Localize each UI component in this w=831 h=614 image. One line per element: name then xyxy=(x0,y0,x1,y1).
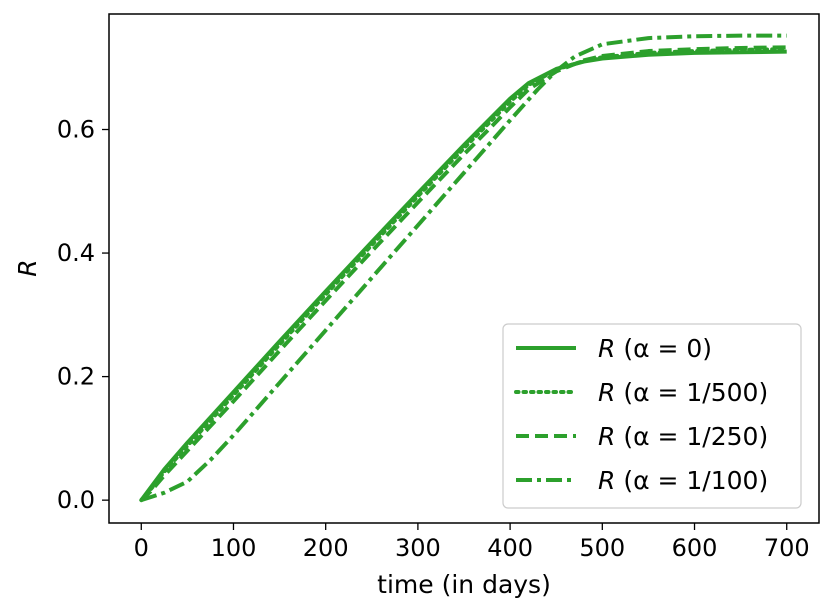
legend-label-3: R (α = 1/250) xyxy=(598,422,768,451)
legend: R (α = 0) R (α = 1/500) R (α = 1/250) R (α … xyxy=(502,323,802,509)
plot-frame xyxy=(108,13,820,524)
x-axis: 0 100 200 300 400 500 600 700 xyxy=(134,523,810,562)
x-axis-label: time (in days) xyxy=(377,570,551,599)
y-tick-label: 0.2 xyxy=(57,363,95,391)
y-axis: 0.0 0.2 0.4 0.6 xyxy=(57,116,109,514)
y-tick-label: 0.6 xyxy=(57,116,95,144)
x-tick-label: 700 xyxy=(764,534,810,562)
x-tick-label: 200 xyxy=(303,534,349,562)
legend-label-1: R (α = 0) xyxy=(598,334,712,363)
legend-label-4: R (α = 1/100) xyxy=(598,466,768,495)
series-layer xyxy=(139,33,789,503)
y-axis-label: R xyxy=(13,259,42,276)
x-tick-label: 400 xyxy=(487,534,533,562)
y-tick-label: 0.4 xyxy=(57,239,95,267)
x-tick-label: 500 xyxy=(579,534,625,562)
series-line-3 xyxy=(139,45,787,502)
y-tick-label: 0.0 xyxy=(57,486,95,514)
legend-entries: R (α = 0) R (α = 1/500) R (α = 1/250) R (α … xyxy=(514,334,768,495)
series-line-4 xyxy=(140,33,787,503)
x-tick-label: 600 xyxy=(672,534,718,562)
legend-box xyxy=(502,323,802,509)
x-tick-label: 100 xyxy=(211,534,257,562)
legend-label-2: R (α = 1/500) xyxy=(598,378,768,407)
x-tick-label: 0 xyxy=(134,534,149,562)
x-tick-label: 300 xyxy=(395,534,441,562)
